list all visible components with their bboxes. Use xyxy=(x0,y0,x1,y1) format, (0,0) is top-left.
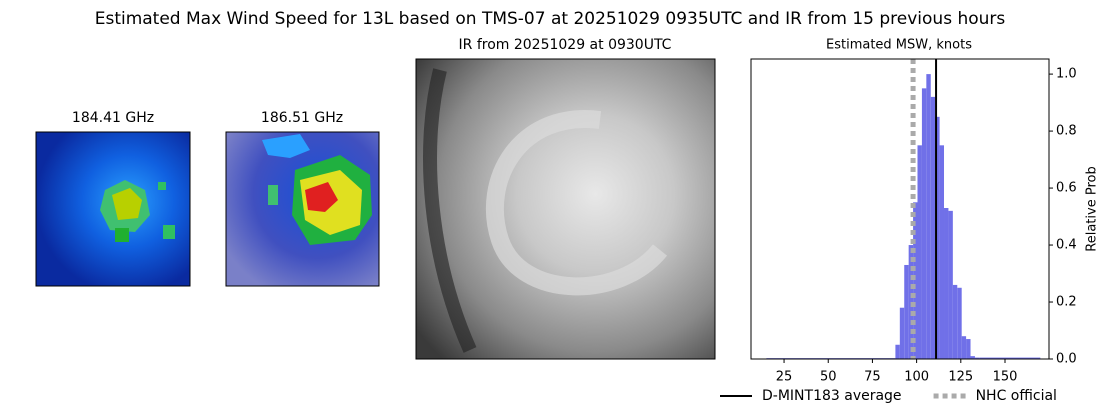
panel-title: IR from 20251029 at 0930UTC xyxy=(459,37,672,53)
bar xyxy=(904,264,909,359)
bar xyxy=(921,88,927,359)
y-tick-label: 0.6 xyxy=(1056,181,1077,196)
bar xyxy=(917,145,922,359)
bar xyxy=(974,357,980,359)
bar xyxy=(895,344,900,359)
y-tick-label: 1.0 xyxy=(1056,67,1077,82)
bar xyxy=(899,307,905,359)
bar xyxy=(957,287,962,359)
bar xyxy=(944,208,949,359)
plot-frame xyxy=(750,58,1050,360)
panel-title: 184.41 GHz xyxy=(72,110,154,126)
legend-label: D-MINT183 average xyxy=(762,388,902,404)
legend-label: NHC official xyxy=(976,388,1057,404)
bar xyxy=(948,210,953,359)
ir-image xyxy=(415,58,716,360)
x-tick-label: 125 xyxy=(948,370,973,385)
microwave-image xyxy=(35,131,191,287)
bar xyxy=(970,356,975,359)
bar xyxy=(966,339,971,359)
bar xyxy=(926,74,931,359)
x-tick-label: 150 xyxy=(993,370,1018,385)
figure-title: Estimated Max Wind Speed for 13L based o… xyxy=(95,9,1006,29)
microwave-image xyxy=(225,131,380,287)
x-tick-label: 75 xyxy=(864,370,881,385)
bar xyxy=(930,96,936,360)
bar xyxy=(952,284,958,359)
y-tick-label: 0.0 xyxy=(1056,352,1077,367)
bar xyxy=(961,336,967,359)
bar xyxy=(935,116,940,360)
y-tick-label: 0.8 xyxy=(1056,124,1077,139)
y-axis-label: Relative Prob xyxy=(1085,166,1100,251)
x-tick-label: 100 xyxy=(904,370,929,385)
chart-title: Estimated MSW, knots xyxy=(826,38,972,53)
bar xyxy=(913,202,918,359)
bar xyxy=(939,145,945,359)
y-tick-label: 0.4 xyxy=(1056,238,1077,253)
x-tick-label: 50 xyxy=(820,370,837,385)
x-tick-label: 25 xyxy=(776,370,793,385)
y-tick-label: 0.2 xyxy=(1056,295,1077,310)
panel-title: 186.51 GHz xyxy=(261,110,343,126)
bar xyxy=(979,357,1041,359)
